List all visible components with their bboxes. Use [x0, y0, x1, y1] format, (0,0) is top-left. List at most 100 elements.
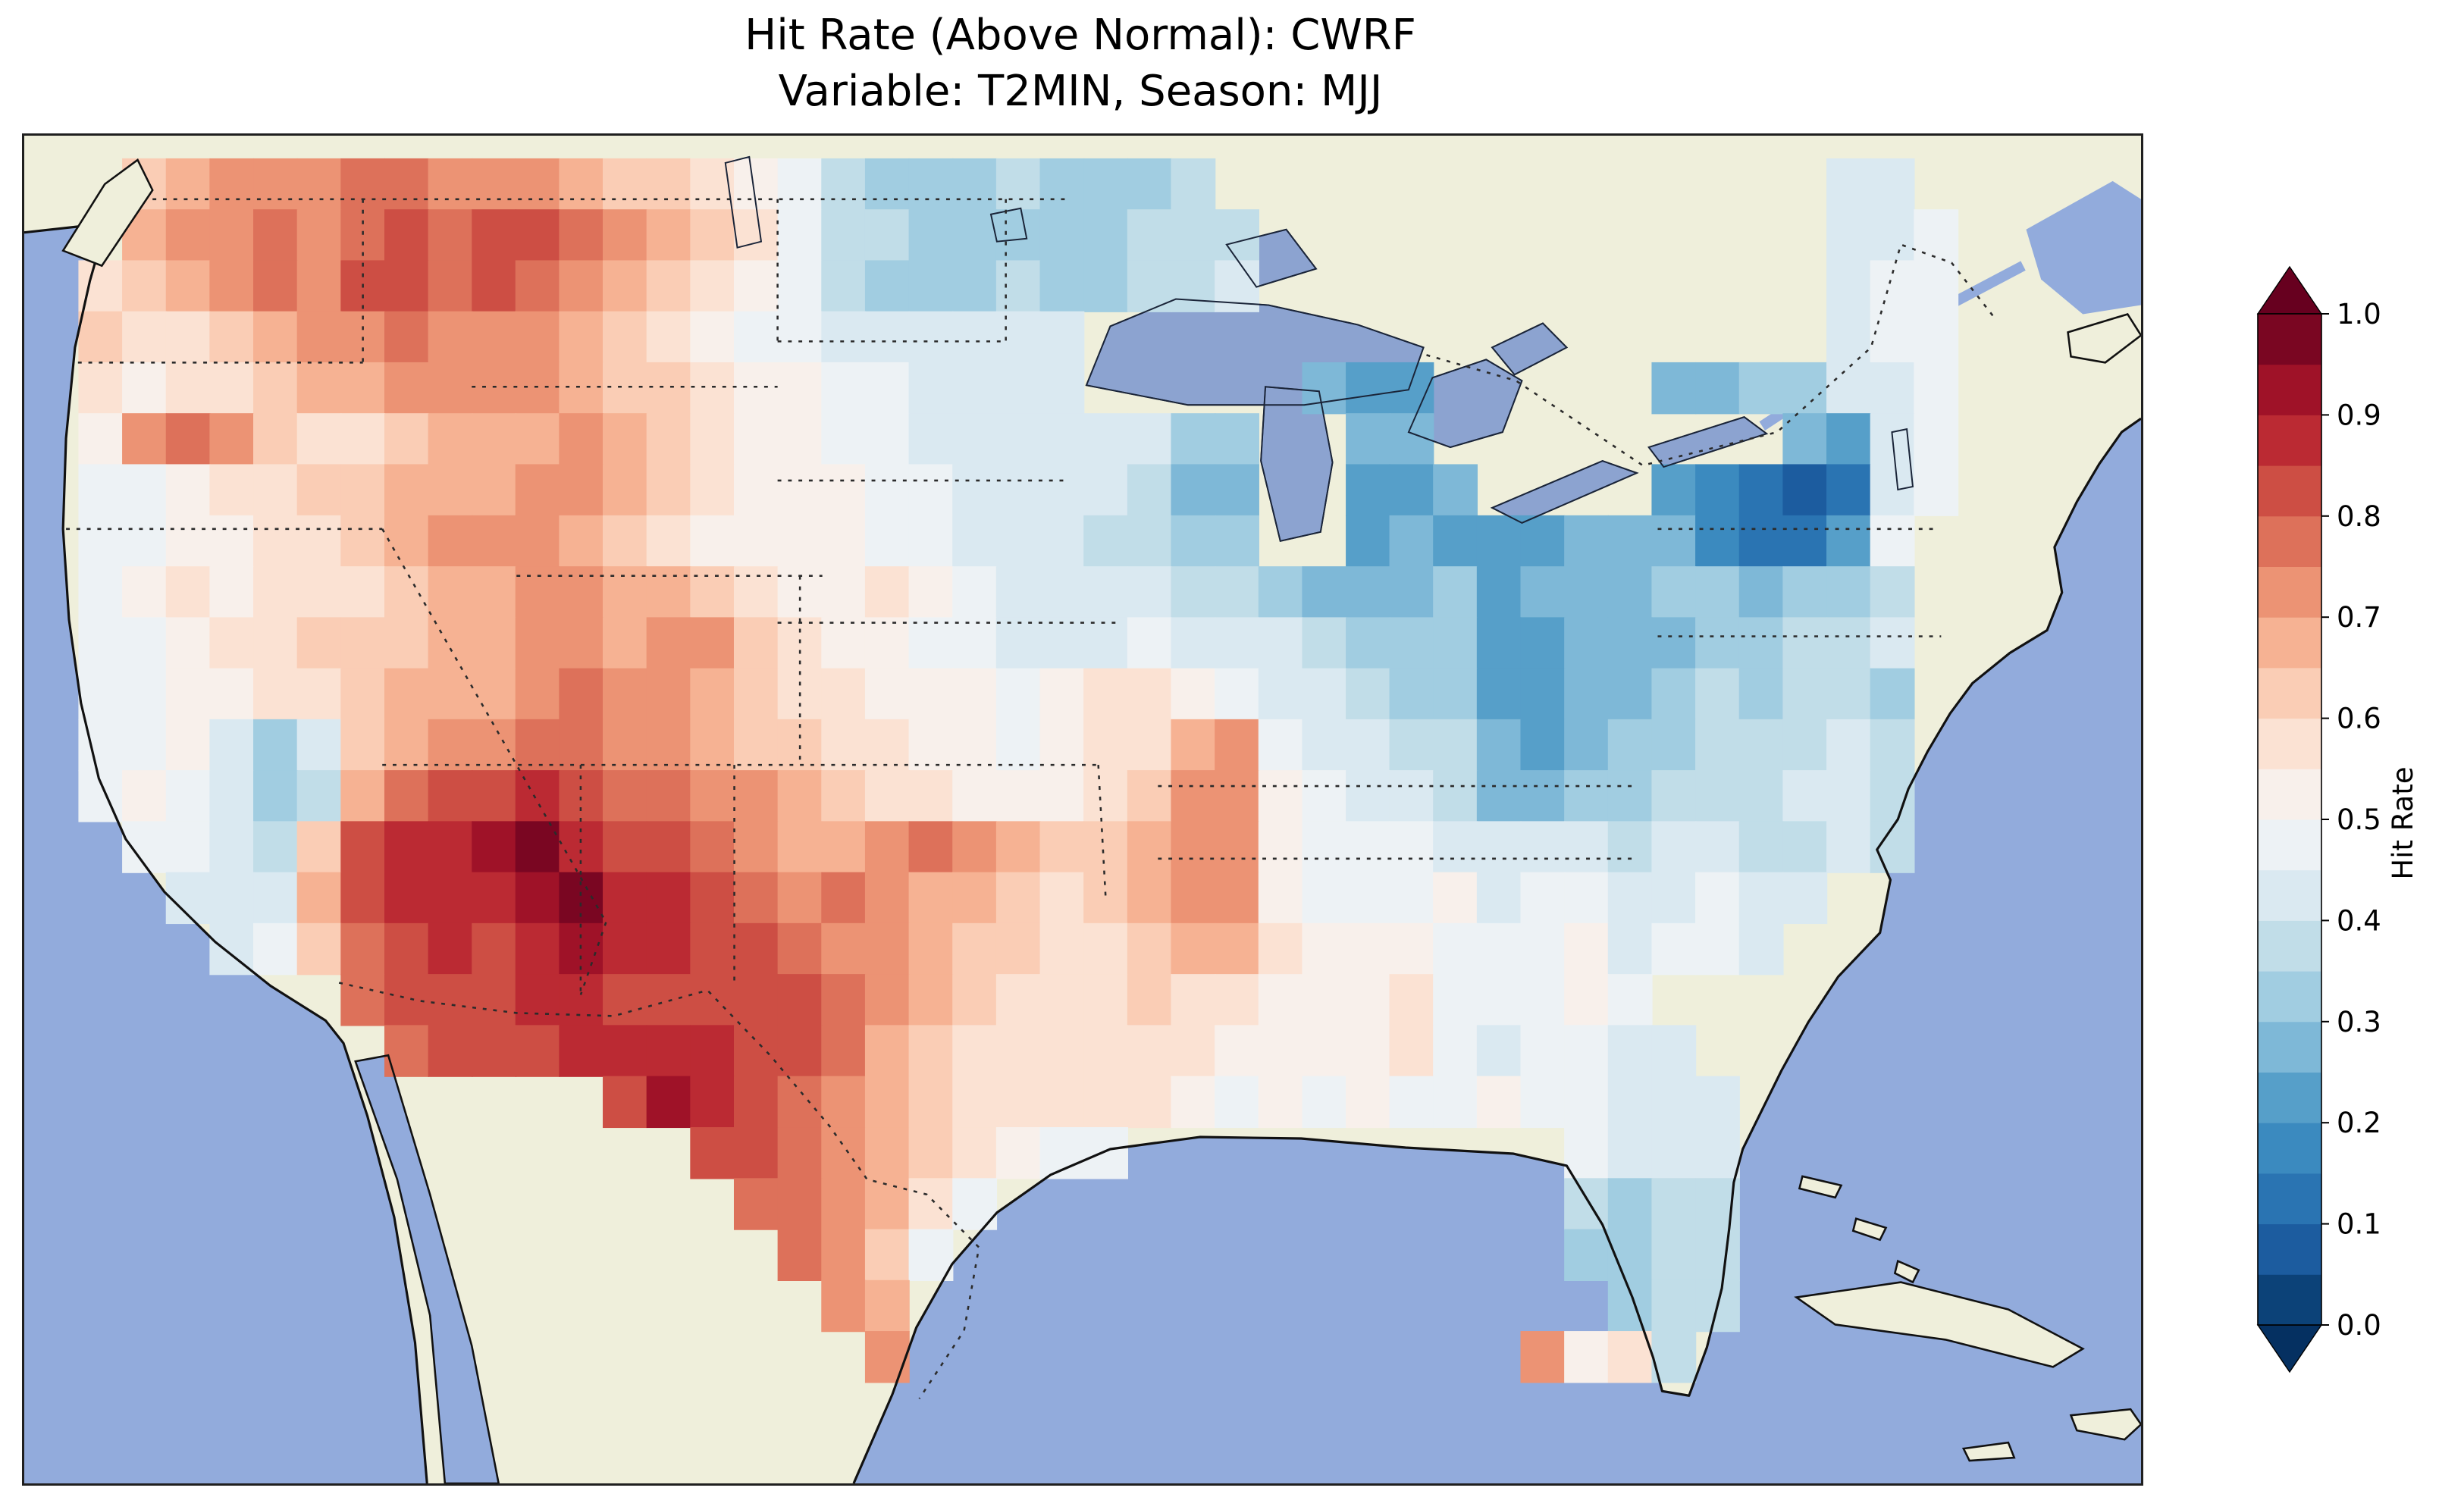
- grid-cell: [777, 719, 823, 772]
- grid-cell: [1564, 1025, 1609, 1077]
- grid-cell: [995, 1127, 1041, 1179]
- grid-cell: [1782, 413, 1828, 465]
- grid-cell: [777, 1127, 823, 1179]
- grid-cell: [1083, 770, 1129, 822]
- grid-cell: [384, 464, 429, 516]
- grid-cell: [1433, 974, 1478, 1026]
- grid-cell: [995, 464, 1041, 516]
- grid-cell: [995, 209, 1041, 262]
- grid-cell: [821, 1279, 867, 1333]
- grid-cell: [1127, 872, 1172, 925]
- grid-cell: [952, 617, 998, 669]
- grid-cell: [1476, 668, 1522, 721]
- grid-cell: [1476, 821, 1522, 873]
- grid-cell: [296, 872, 342, 925]
- grid-cell: [952, 922, 998, 976]
- grid-cell: [1039, 1025, 1085, 1077]
- grid-cell: [821, 260, 867, 312]
- grid-cell: [1302, 668, 1347, 721]
- colorbar-band: [2258, 1072, 2321, 1123]
- grid-cell: [253, 413, 298, 465]
- grid-cell: [646, 719, 691, 772]
- grid-cell: [340, 566, 386, 619]
- grid-cell: [1651, 1229, 1697, 1282]
- grid-cell: [1433, 515, 1478, 568]
- grid-cell: [864, 1127, 910, 1179]
- grid-cell: [1564, 821, 1609, 873]
- grid-cell: [384, 974, 429, 1026]
- grid-cell: [777, 209, 823, 262]
- grid-cell: [777, 362, 823, 415]
- grid-cell: [864, 1279, 910, 1333]
- grid-cell: [472, 974, 517, 1026]
- dotted-borders: [66, 198, 1998, 1399]
- grid-cell: [1346, 1025, 1390, 1077]
- colorbar-band: [2258, 1123, 2321, 1174]
- colorbar-band: [2258, 920, 2321, 972]
- grid-cell: [1738, 719, 1784, 772]
- grid-cell: [1389, 617, 1434, 669]
- grid-cell: [690, 770, 735, 822]
- grid-cell: [1389, 464, 1434, 516]
- grid-cell: [1215, 719, 1259, 772]
- tick-label: 0.5: [2337, 803, 2381, 836]
- grid-cell: [995, 719, 1041, 772]
- grid-cell: [296, 566, 342, 619]
- grid-cell: [908, 922, 954, 976]
- grid-cell: [1870, 566, 1915, 619]
- grid-cell: [952, 158, 998, 211]
- grid-cell: [952, 1076, 998, 1129]
- grid-cell: [1651, 719, 1697, 772]
- grid-cell: [1476, 719, 1522, 772]
- grid-cell: [384, 617, 429, 669]
- grid-cell: [1607, 1178, 1653, 1230]
- grid-cell: [777, 974, 823, 1026]
- lake-michigan-outline: [1260, 386, 1334, 542]
- grid-cell: [646, 464, 691, 516]
- grid-cell: [821, 413, 867, 465]
- grid-cell: [690, 362, 735, 415]
- grid-cell: [1215, 515, 1259, 568]
- grid-cell: [515, 922, 560, 976]
- grid-cell: [122, 668, 167, 721]
- grid-cell: [1127, 566, 1172, 619]
- grid-cell: [1215, 974, 1259, 1026]
- grid-cell: [1258, 566, 1303, 619]
- grid-cell: [1215, 1076, 1259, 1129]
- grid-cell: [603, 209, 647, 262]
- grid-cell: [1039, 362, 1085, 415]
- grid-cell: [1302, 770, 1347, 822]
- grid-cell: [1695, 464, 1740, 516]
- grid-cell: [1782, 872, 1828, 925]
- grid-cell: [428, 566, 473, 619]
- grid-cell: [1039, 1127, 1085, 1179]
- grid-cell: [777, 464, 823, 516]
- grid-cell: [1695, 770, 1740, 822]
- grid-cell: [472, 464, 517, 516]
- grid-cell: [690, 821, 735, 873]
- grid-cell: [1215, 413, 1259, 465]
- grid-cell: [1870, 158, 1915, 211]
- grid-cell: [515, 158, 560, 211]
- grid-cell: [1433, 668, 1478, 721]
- grid-cell: [777, 1178, 823, 1230]
- grid-cell: [472, 260, 517, 312]
- grid-cell: [1476, 922, 1522, 976]
- grid-cell: [821, 464, 867, 516]
- grid-cell: [646, 922, 691, 976]
- grid-cell: [78, 515, 124, 568]
- grid-cell: [472, 362, 517, 415]
- grid-cell: [209, 617, 255, 669]
- lake-of-the-woods-outline: [989, 207, 1028, 243]
- grid-cell: [777, 770, 823, 822]
- grid-cell: [384, 872, 429, 925]
- tick-label: 0.7: [2337, 601, 2381, 634]
- grid-cell: [1651, 515, 1697, 568]
- grid-cell: [908, 209, 954, 262]
- grid-cell: [340, 872, 386, 925]
- colorbar-band: [2258, 314, 2321, 365]
- grid-cell: [1870, 515, 1915, 568]
- grid-cell: [1302, 1076, 1347, 1129]
- grid-cell: [952, 311, 998, 364]
